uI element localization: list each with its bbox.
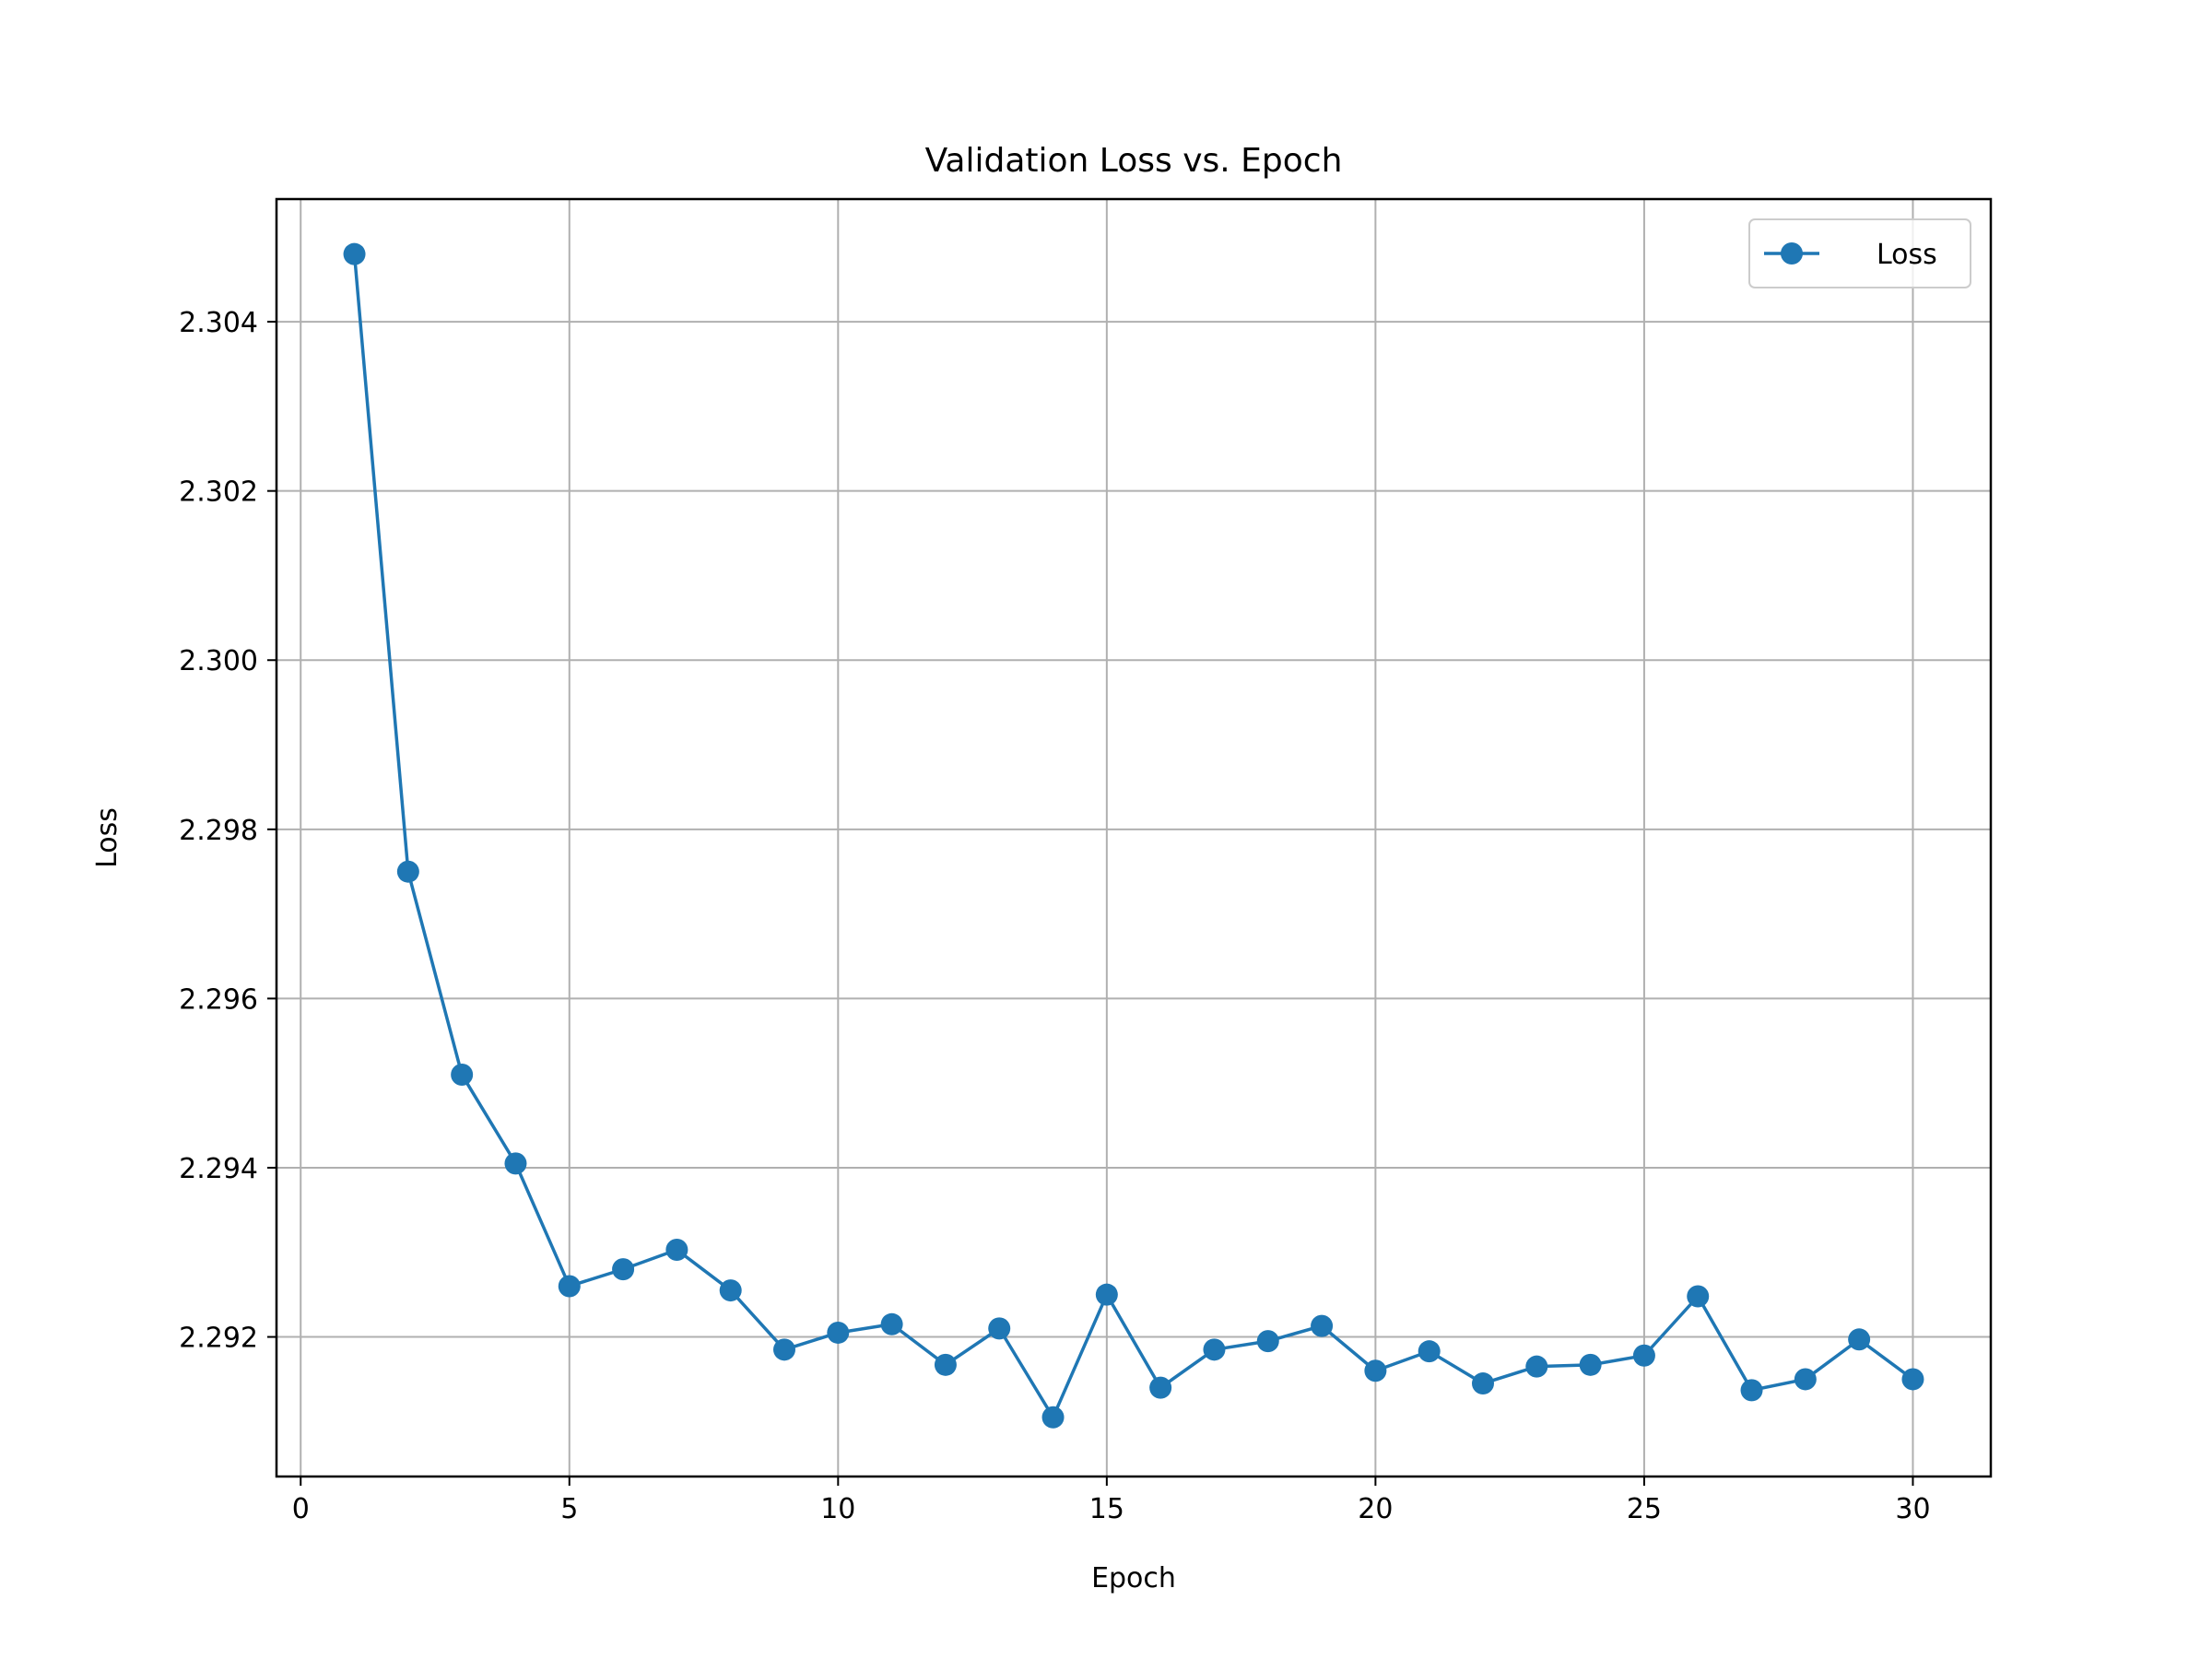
x-tick-label: 0	[292, 1493, 310, 1525]
x-tick-label: 30	[1895, 1493, 1930, 1525]
axis-ticks: 0 5 10 15 20 25 30 2.292 2.294 2.296 2.298 2.300 2.3…	[179, 307, 1930, 1525]
data-point	[612, 1258, 635, 1281]
y-tick-label: 2.294	[179, 1153, 258, 1185]
legend-marker-swatch	[1781, 242, 1803, 265]
data-point	[1418, 1340, 1441, 1363]
data-point	[1203, 1338, 1226, 1361]
x-tick-label: 20	[1358, 1493, 1393, 1525]
data-point	[1687, 1285, 1710, 1308]
data-point	[1471, 1372, 1494, 1395]
data-point	[1311, 1314, 1334, 1337]
legend: Loss	[1748, 218, 1971, 288]
data-point	[504, 1152, 527, 1175]
data-point	[827, 1321, 850, 1344]
x-tick-label: 5	[560, 1493, 578, 1525]
chart-title: Validation Loss vs. Epoch	[925, 142, 1343, 180]
y-tick-label: 2.298	[179, 815, 258, 847]
data-point	[558, 1275, 581, 1298]
data-point	[1579, 1353, 1602, 1376]
y-tick-label: 2.302	[179, 477, 258, 509]
x-tick-label: 25	[1627, 1493, 1662, 1525]
data-point	[396, 860, 419, 883]
data-point	[880, 1312, 903, 1335]
data-point	[343, 242, 366, 265]
x-axis-label: Epoch	[1091, 1562, 1176, 1594]
y-tick-label: 2.304	[179, 307, 258, 339]
data-point	[934, 1353, 957, 1376]
data-point	[1041, 1406, 1065, 1429]
data-point	[1632, 1344, 1655, 1367]
data-point	[719, 1279, 742, 1302]
grid-lines	[276, 199, 1991, 1477]
plot-frame	[275, 197, 1993, 1478]
legend-label: Loss	[1877, 239, 1937, 271]
y-tick-label: 2.292	[179, 1323, 258, 1355]
y-tick-label: 2.296	[179, 983, 258, 1016]
data-point	[1525, 1355, 1548, 1378]
data-point	[988, 1317, 1011, 1340]
data-point	[451, 1064, 474, 1087]
data-point	[1794, 1368, 1817, 1391]
data-point	[665, 1239, 688, 1262]
x-tick-label: 15	[1089, 1493, 1124, 1525]
data-point	[1901, 1368, 1924, 1391]
data-point	[1149, 1376, 1172, 1399]
data-point	[1095, 1283, 1118, 1306]
data-point	[1740, 1379, 1763, 1402]
data-point	[1364, 1359, 1387, 1382]
legend-box	[1748, 218, 1971, 288]
x-tick-label: 10	[820, 1493, 855, 1525]
series-layer	[343, 242, 1924, 1429]
y-tick-label: 2.300	[179, 645, 258, 677]
data-point	[773, 1338, 796, 1361]
y-axis-label: Loss	[91, 807, 124, 868]
data-point	[1848, 1328, 1871, 1351]
data-point	[1256, 1330, 1279, 1353]
